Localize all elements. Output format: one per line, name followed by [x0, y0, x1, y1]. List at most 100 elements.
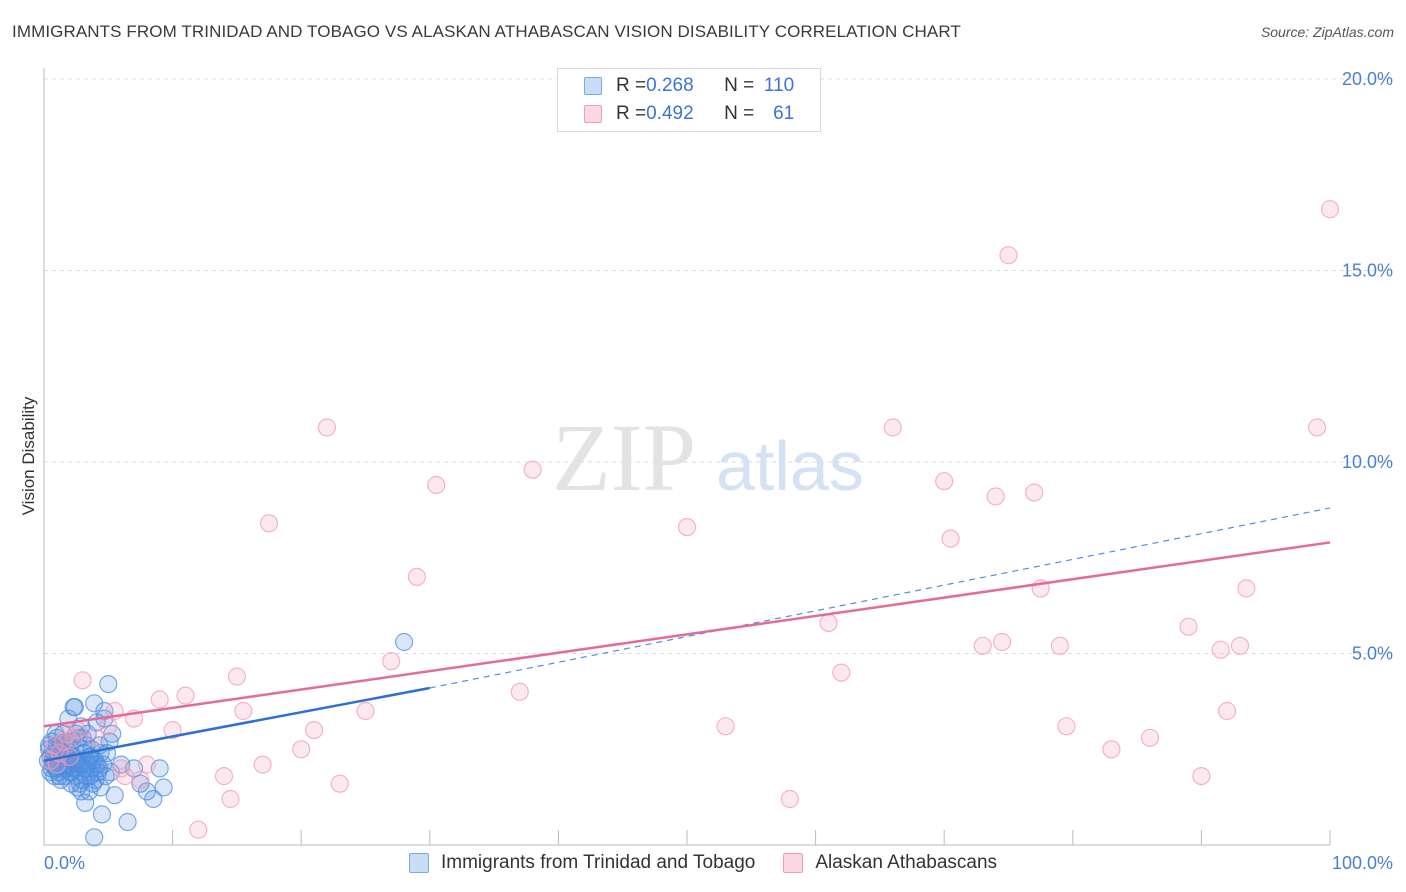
y-tick-label: 5.0% — [1352, 644, 1393, 664]
legend-swatch-blue — [408, 853, 429, 873]
legend-swatch-pink — [783, 853, 804, 873]
point-athabascan — [163, 720, 182, 740]
point-athabascan — [780, 789, 800, 809]
legend-row-athabascan: R = 0.492 N = 61 — [584, 102, 794, 126]
point-athabascan — [819, 613, 838, 633]
point-trinidad — [76, 793, 95, 813]
point-trinidad — [67, 766, 86, 786]
legend-item-trinidad[interactable]: Immigrants from Trinidad and Tobago — [408, 852, 756, 874]
point-athabascan — [1057, 717, 1076, 736]
x-tick-label: 100.0% — [1332, 853, 1393, 873]
point-athabascan — [716, 717, 735, 736]
source-label: Source: ZipAtlas.com — [1260, 24, 1394, 40]
trend-line-trinidad-extension — [429, 507, 1331, 689]
data-points — [38, 200, 1340, 847]
point-athabascan — [999, 246, 1018, 265]
trend-lines — [43, 507, 1331, 762]
axes — [43, 68, 1331, 846]
point-trinidad — [101, 763, 121, 782]
point-athabascan — [973, 636, 992, 655]
point-athabascan — [221, 789, 240, 809]
watermark: ZIP atlas — [552, 404, 864, 511]
point-athabascan — [1140, 728, 1160, 747]
legend-r-value: 0.268 — [646, 75, 694, 96]
y-axis-label: Vision Disability — [19, 396, 38, 515]
axis-labels: 5.0% 10.0% 15.0% 20.0% 0.0% 100.0% Vision Disa… — [19, 69, 1393, 873]
point-trinidad — [85, 828, 104, 847]
legend-item-athabascan[interactable]: Alaskan Athabascans — [783, 852, 997, 874]
point-athabascan — [1237, 579, 1256, 598]
point-athabascan — [1217, 701, 1237, 721]
legend-n-value: 110 — [763, 75, 795, 96]
chart-title: IMMIGRANTS FROM TRINIDAD AND TOBAGO VS A… — [12, 22, 961, 41]
point-athabascan — [427, 475, 446, 495]
point-athabascan — [986, 487, 1005, 506]
point-trinidad — [87, 755, 106, 774]
y-tick-label: 15.0% — [1342, 261, 1393, 281]
trend-line-athabascan — [43, 541, 1331, 728]
point-athabascan — [259, 514, 279, 533]
point-athabascan — [510, 682, 529, 701]
point-trinidad — [64, 697, 83, 717]
point-trinidad — [85, 694, 104, 713]
point-athabascan — [382, 652, 401, 671]
legend-label: Alaskan Athabascans — [815, 852, 998, 873]
point-athabascan — [214, 766, 234, 786]
legend-r-label: R = — [616, 103, 647, 124]
trend-line-trinidad — [43, 686, 431, 762]
point-athabascan — [941, 529, 960, 548]
point-athabascan — [305, 720, 324, 740]
point-trinidad — [95, 701, 114, 721]
point-athabascan — [407, 567, 426, 587]
point-athabascan — [131, 770, 150, 790]
point-trinidad — [118, 812, 137, 832]
y-tick-label: 20.0% — [1342, 69, 1393, 89]
point-trinidad — [154, 778, 173, 797]
point-athabascan — [523, 460, 542, 479]
point-trinidad — [144, 789, 163, 809]
point-athabascan — [883, 418, 902, 437]
legend-r-label: R = — [616, 75, 647, 96]
point-athabascan — [1102, 740, 1121, 759]
point-athabascan — [1025, 483, 1044, 502]
correlation-legend: R = 0.268 N = 110 R = 0.492 N = 61 — [557, 68, 821, 132]
point-athabascan — [356, 701, 375, 721]
point-athabascan — [992, 632, 1012, 652]
point-athabascan — [253, 755, 272, 774]
point-athabascan — [73, 671, 92, 690]
point-athabascan — [1211, 640, 1230, 659]
point-athabascan — [832, 663, 851, 682]
watermark-atlas: atlas — [716, 427, 864, 505]
point-athabascan — [150, 690, 169, 709]
x-tick-label: 0.0% — [44, 853, 85, 873]
point-athabascan — [115, 766, 135, 786]
legend-label: Immigrants from Trinidad and Tobago — [440, 852, 756, 873]
point-athabascan — [292, 740, 311, 759]
grid — [44, 78, 1392, 654]
legend-swatch-blue — [584, 77, 602, 95]
point-athabascan — [86, 728, 105, 747]
legend-r-value: 0.492 — [646, 103, 694, 124]
legend-n-label: N = — [724, 75, 755, 96]
legend-n-label: N = — [724, 103, 755, 124]
point-athabascan — [176, 686, 195, 705]
point-athabascan — [677, 517, 697, 537]
point-athabascan — [227, 667, 246, 686]
point-athabascan — [1230, 636, 1250, 655]
point-athabascan — [189, 820, 208, 839]
watermark-zip: ZIP — [552, 404, 696, 511]
y-tick-label: 10.0% — [1342, 452, 1393, 472]
point-trinidad — [395, 632, 414, 652]
point-athabascan — [317, 418, 336, 437]
point-athabascan — [1307, 418, 1327, 437]
point-trinidad — [105, 786, 124, 805]
legend-swatch-pink — [584, 105, 602, 123]
point-athabascan — [1192, 766, 1211, 786]
legend-row-trinidad: R = 0.268 N = 110 — [584, 74, 794, 98]
point-athabascan — [935, 472, 954, 491]
point-athabascan — [330, 774, 349, 793]
point-trinidad — [92, 805, 112, 824]
point-athabascan — [137, 755, 156, 774]
point-athabascan — [234, 701, 253, 721]
